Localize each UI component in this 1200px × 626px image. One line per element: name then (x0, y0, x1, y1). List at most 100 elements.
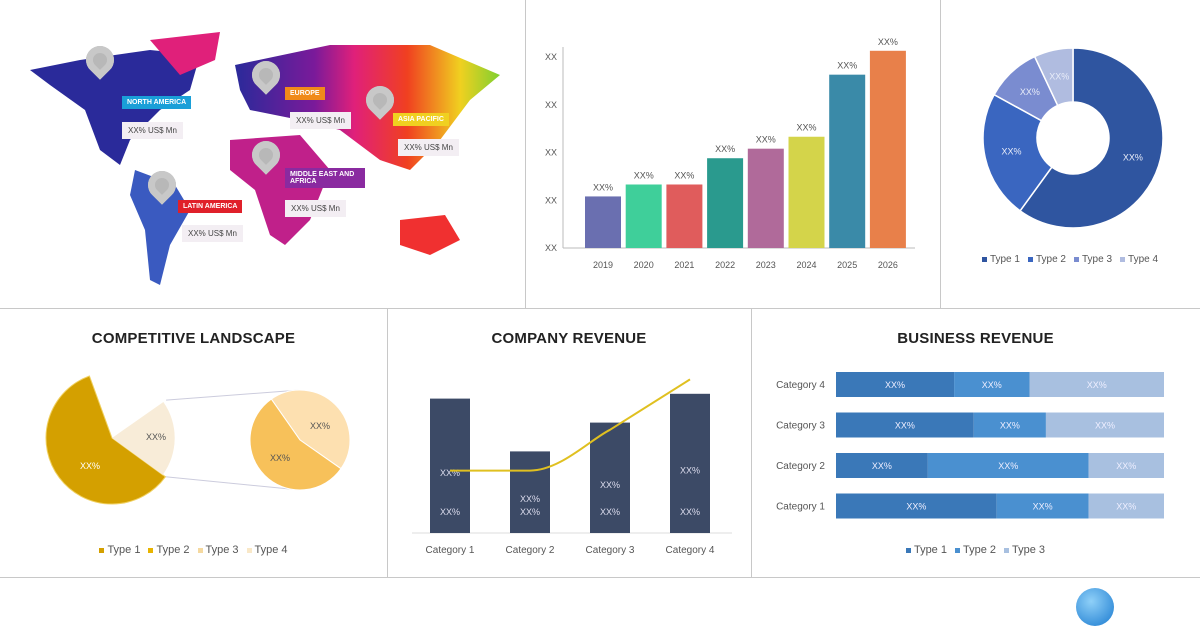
legend-item: Type 3 (197, 544, 239, 556)
data-label: XX% (80, 461, 100, 471)
x-tick-label: 2024 (796, 260, 816, 270)
chart-title: BUSINESS REVENUE (897, 330, 1054, 347)
stacked-legend: Type 1 Type 2 Type 3 (751, 544, 1200, 556)
y-tick-label: Category 2 (776, 461, 825, 472)
region-label: MIDDLE EAST AND AFRICA (285, 168, 365, 188)
data-label: XX% (982, 380, 1002, 390)
data-label: XX% (1123, 152, 1143, 162)
legend-item: Type 3 (1004, 544, 1045, 556)
bar-segment (927, 453, 1089, 478)
bar (590, 422, 630, 533)
stacked-bar-svg: Category 4 XX% XX% XX% Category 3 XX% XX% XX% Ca… (776, 372, 1164, 519)
donut-slice (1019, 47, 1164, 229)
data-label: XX% (715, 144, 735, 154)
data-label: XX% (600, 507, 620, 517)
pie-slice (112, 402, 175, 475)
data-label: XX% (1020, 87, 1040, 97)
donut-slice (1033, 47, 1074, 107)
region-label: ASIA PACIFIC (393, 113, 449, 126)
pie-legend: Type 1 Type 2 Type 3 Type 4 (0, 544, 387, 556)
x-tick-label: 2021 (674, 260, 694, 270)
bar-segment (973, 412, 1046, 438)
bar-segment (836, 412, 974, 438)
bar (510, 451, 550, 533)
data-label: XX% (440, 507, 460, 517)
legend-item: Type 1 (981, 254, 1020, 265)
bar-segment (1088, 493, 1164, 519)
bar (666, 184, 703, 248)
donut-svg: XX% XX% XX% XX% (982, 47, 1164, 229)
region-value: XX% US$ Mn (122, 122, 183, 139)
data-label: XX% (1116, 461, 1136, 471)
region-value: XX% US$ Mn (285, 200, 346, 217)
data-label: XX% (878, 37, 898, 47)
australia-shape (400, 215, 460, 255)
legend-item: Type 4 (1120, 254, 1158, 265)
data-label: XX% (520, 507, 540, 517)
legend-item: Type 1 (905, 544, 947, 556)
pie-slice (45, 375, 167, 505)
year-bar-chart: XX XX XX XX XX XX% 2019 XX% 2020 XX% 2021 XX% 2022 XX… (525, 0, 940, 308)
data-label: XX% (998, 461, 1018, 471)
north-america-shape (30, 50, 200, 165)
data-label: XX% (796, 123, 816, 133)
data-label: XX% (895, 421, 915, 431)
data-label: XX% (680, 465, 700, 475)
sub-pie-slice (270, 389, 351, 470)
sub-pie-slice (249, 398, 342, 491)
bar-segment (954, 372, 1030, 397)
data-label: XX% (1033, 502, 1053, 512)
bar (707, 158, 744, 248)
chart-title: COMPETITIVE LANDSCAPE (91, 330, 296, 347)
region-label: EUROPE (285, 87, 325, 100)
bar (747, 148, 784, 248)
combo-chart-svg: XX% XX% Category 1 XX% XX% Category 2 XX% XX% Ca… (412, 378, 732, 556)
data-label: XX% (593, 182, 613, 192)
world-map-panel: NORTH AMERICA XX% US$ Mn EUROPE XX% US$ Mn A… (0, 0, 525, 308)
bar-segment (836, 372, 955, 397)
x-tick-label: Category 1 (426, 545, 475, 556)
greenland-shape (150, 32, 220, 75)
y-tick-label: XX (545, 100, 557, 110)
data-label: XX% (1049, 72, 1069, 82)
y-tick-label: Category 3 (776, 421, 825, 432)
trend-line (450, 378, 691, 472)
y-tick-label: Category 1 (776, 502, 825, 513)
legend-item: Type 3 (1074, 254, 1112, 265)
legend-item: Type 2 (1027, 254, 1066, 265)
x-tick-label: 2019 (593, 260, 613, 270)
data-label: XX% (680, 507, 700, 517)
region-value: XX% US$ Mn (398, 139, 459, 156)
x-tick-label: Category 4 (666, 545, 715, 556)
bar (869, 50, 906, 249)
divider (387, 308, 388, 578)
data-label: XX% (872, 461, 892, 471)
region-value: XX% US$ Mn (182, 225, 243, 242)
divider (0, 577, 1200, 578)
data-label: XX% (112, 395, 132, 405)
x-tick-label: 2020 (634, 260, 654, 270)
data-label: XX% (310, 421, 330, 431)
data-label: XX% (885, 380, 905, 390)
bar-segment (836, 453, 928, 478)
bar (670, 393, 710, 533)
data-label: XX% (674, 170, 694, 180)
bar-segment (836, 493, 997, 519)
data-label: XX% (837, 61, 857, 71)
legend-item: Type 1 (99, 544, 140, 556)
region-value: XX% US$ Mn (290, 112, 351, 129)
bar (585, 196, 621, 248)
data-label: XX% (1095, 421, 1115, 431)
region-label: LATIN AMERICA (178, 200, 243, 213)
legend-item: Type 4 (246, 544, 288, 556)
x-tick-label: 2025 (837, 260, 857, 270)
company-revenue-panel: COMPANY REVENUE XX% XX% Category 1 XX% XX% Ca… (387, 308, 751, 578)
connector-line (166, 389, 301, 401)
data-label: XX% (756, 135, 776, 145)
donut-slice (982, 93, 1053, 212)
connector-line (165, 476, 301, 491)
type-donut-chart: XX% XX% XX% XX% Type 1 Type 2 Type 3 Type 4 (940, 0, 1200, 308)
x-tick-label: Category 3 (586, 545, 635, 556)
bar (430, 398, 470, 533)
chart-title: COMPANY REVENUE (491, 330, 647, 347)
